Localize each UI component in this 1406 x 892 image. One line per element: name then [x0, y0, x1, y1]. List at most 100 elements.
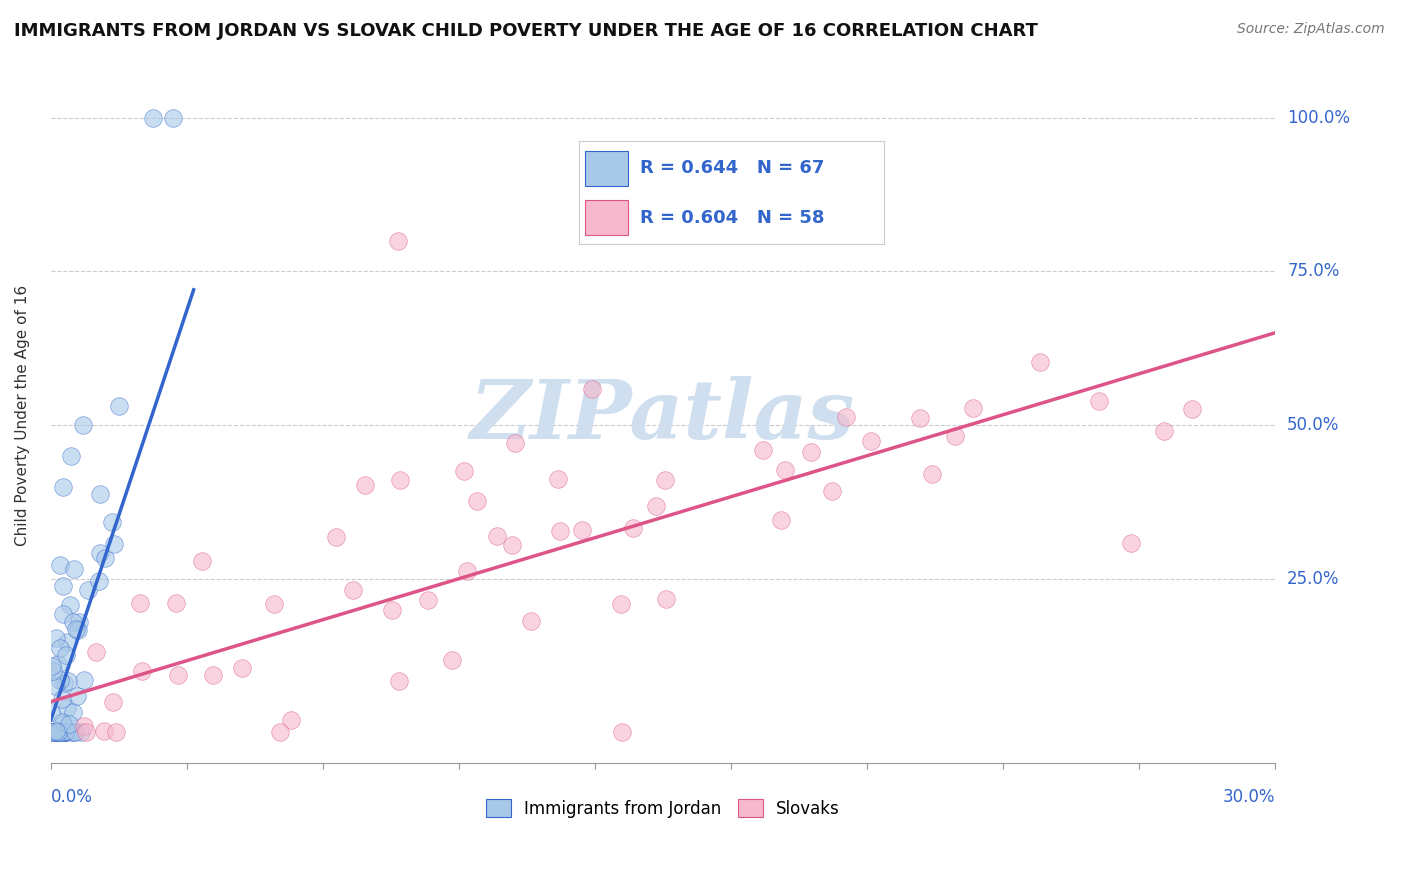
Point [55, 701, 77, 715]
Point [48, 725, 70, 739]
FancyBboxPatch shape [585, 200, 627, 235]
Point [73, 719, 96, 733]
Point [58, 598, 80, 612]
Point [325, 529, 347, 543]
Point [52, 717, 75, 731]
Point [41, 658, 63, 673]
Point [41, 724, 63, 739]
Point [48, 725, 70, 739]
Point [49, 725, 72, 739]
Point [381, 603, 404, 617]
Point [62, 705, 84, 719]
Point [55, 648, 77, 663]
Point [770, 513, 793, 527]
Text: 0.0%: 0.0% [51, 788, 93, 805]
Point [191, 554, 214, 568]
Point [1153, 424, 1175, 438]
Point [167, 668, 190, 682]
Point [263, 597, 285, 611]
Text: 100.0%: 100.0% [1286, 109, 1350, 127]
Point [41, 725, 63, 739]
Point [69, 725, 91, 739]
Point [46, 725, 69, 739]
Point [62, 615, 84, 629]
Point [773, 463, 796, 477]
Legend: Immigrants from Jordan, Slovaks: Immigrants from Jordan, Slovaks [479, 793, 846, 824]
Point [908, 411, 931, 425]
Point [42, 665, 65, 679]
Point [581, 382, 603, 396]
Point [751, 442, 773, 457]
Point [1181, 401, 1204, 416]
Point [52, 479, 75, 493]
Point [387, 234, 409, 248]
Point [53, 725, 76, 739]
Point [131, 665, 153, 679]
Point [162, 111, 184, 125]
Point [550, 524, 572, 538]
Point [49, 641, 72, 656]
Point [39, 725, 62, 739]
Point [610, 597, 633, 611]
Point [56, 673, 79, 688]
Point [269, 725, 291, 739]
Point [73, 673, 96, 687]
Y-axis label: Child Poverty Under the Age of 16: Child Poverty Under the Age of 16 [15, 285, 30, 547]
Point [45, 723, 67, 738]
Point [547, 472, 569, 486]
Point [962, 401, 984, 416]
Point [101, 695, 124, 709]
Text: ZIPatlas: ZIPatlas [470, 376, 856, 456]
Point [465, 493, 488, 508]
Point [456, 564, 478, 578]
Point [63, 725, 86, 739]
Point [51, 725, 73, 739]
Point [46, 657, 69, 671]
Point [72, 418, 94, 433]
Point [45, 725, 67, 739]
Point [342, 582, 364, 597]
Point [66, 690, 89, 704]
Point [65, 622, 87, 636]
Point [89, 574, 111, 588]
Point [93, 723, 115, 738]
Point [519, 614, 541, 628]
Point [103, 537, 125, 551]
Point [55, 725, 77, 739]
Text: 75.0%: 75.0% [1286, 262, 1340, 280]
Point [77, 582, 100, 597]
Point [354, 478, 377, 492]
Point [655, 591, 678, 606]
Point [89, 487, 111, 501]
Point [280, 713, 302, 727]
Point [84, 645, 107, 659]
Point [1088, 394, 1111, 409]
Point [1119, 536, 1142, 550]
Point [129, 596, 152, 610]
Point [42, 725, 65, 739]
Point [49, 558, 72, 573]
Point [49, 725, 72, 739]
Point [503, 436, 526, 450]
Point [416, 592, 439, 607]
Point [104, 725, 127, 739]
Point [165, 596, 187, 610]
Text: 25.0%: 25.0% [1286, 570, 1340, 588]
FancyBboxPatch shape [585, 151, 627, 186]
Point [52, 607, 75, 621]
Point [44, 631, 66, 645]
Point [51, 725, 73, 739]
Point [1029, 355, 1052, 369]
Point [53, 725, 76, 739]
Point [67, 623, 90, 637]
Point [51, 692, 73, 706]
Point [58, 717, 80, 731]
Point [800, 444, 823, 458]
Point [63, 725, 86, 739]
Point [44, 679, 66, 693]
Point [48, 673, 70, 688]
Point [821, 484, 844, 499]
Point [201, 667, 224, 681]
Point [52, 579, 75, 593]
Point [55, 723, 77, 738]
